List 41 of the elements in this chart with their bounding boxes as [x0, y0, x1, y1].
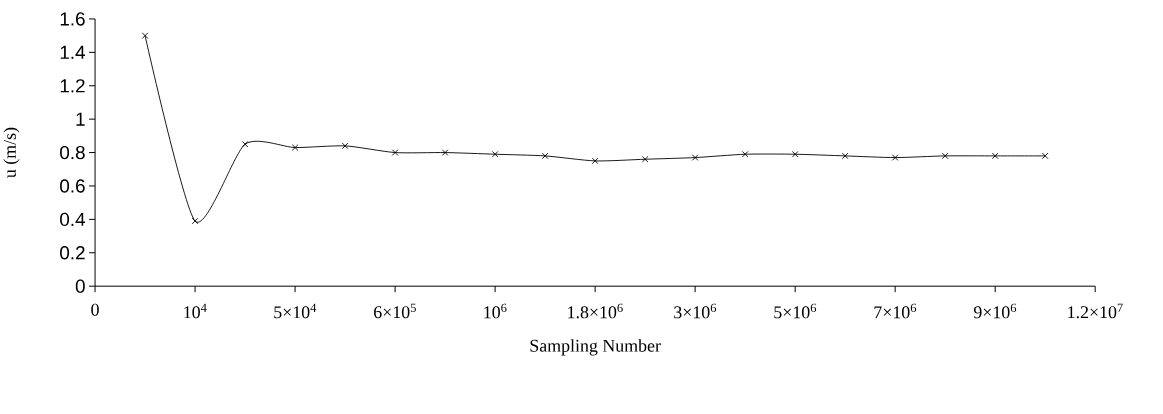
y-axis-title: u (m/s) [3, 127, 20, 178]
point [941, 152, 949, 160]
point [391, 149, 399, 156]
x-tick-label: 5×10$^{6}$ [774, 303, 817, 319]
point [991, 152, 999, 160]
point [641, 156, 649, 163]
point [1041, 152, 1049, 160]
y-tick-label: 1.4 [60, 45, 86, 59]
x-axis-title: Sampling Number [530, 339, 661, 356]
x-tick-label: 1.8×10$^{6}$ [568, 303, 623, 319]
point [741, 151, 749, 158]
x-tick-label: 9×10$^{6}$ [973, 303, 1017, 319]
point [241, 141, 249, 148]
point [591, 157, 599, 165]
x-tick-label: 1.2×10$^{7}$ [1068, 303, 1123, 319]
point [441, 149, 449, 156]
y-tick-label: 0.6 [60, 179, 85, 193]
x-tick-label: 10$^{6}$ [484, 303, 507, 319]
y-tick-label: 0 [75, 279, 85, 293]
point [191, 217, 199, 225]
x-tick-label: 5×10$^{4}$ [274, 303, 317, 319]
y-tick-label: 0.4 [60, 212, 86, 227]
point [491, 151, 499, 158]
x-tick-label: 6×10$^{5}$ [374, 303, 416, 319]
point [141, 32, 149, 40]
y-tick-label: 1.2 [60, 79, 85, 93]
point [291, 144, 299, 151]
y-tick-label: 0.2 [60, 246, 85, 260]
point [691, 154, 699, 161]
x-tick-label: 3×10$^{6}$ [674, 303, 717, 319]
y-tick-label: 0.8 [60, 145, 85, 160]
x-tick-label: 10$^{4}$ [184, 303, 207, 319]
x-tick-label: 7×10$^{6}$ [874, 303, 917, 319]
point [541, 152, 549, 160]
y-tick-label: 1.6 [60, 12, 85, 26]
point [341, 142, 349, 150]
point [841, 152, 849, 160]
point [791, 151, 799, 158]
x-tick-label: 0 [91, 303, 99, 316]
y-tick-label: 1 [76, 112, 85, 126]
point [891, 154, 899, 161]
